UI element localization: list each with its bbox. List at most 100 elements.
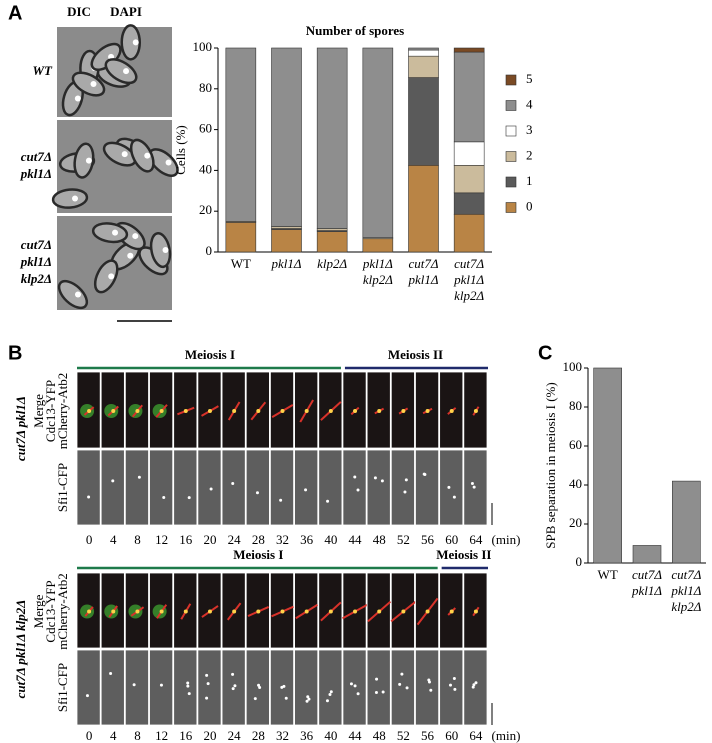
channel-label: Merge (31, 394, 46, 428)
y-tick-label: 0 (576, 554, 583, 569)
timepoint: 56 (421, 728, 435, 743)
cell (149, 232, 172, 269)
channel-label: mCherry-Atb2 (55, 373, 70, 450)
chart-title: Number of spores (306, 23, 404, 38)
cfp-frame (342, 649, 367, 726)
cfp-frame (439, 449, 464, 526)
spb (183, 409, 188, 413)
channel-label: Cdc13-YFP (43, 380, 58, 442)
timepoint: 20 (203, 532, 216, 547)
legend-label: 5 (526, 71, 533, 86)
cell (73, 142, 95, 179)
nucleus (144, 152, 151, 159)
sfi1-dot (109, 672, 113, 676)
panel-label: B (8, 342, 22, 364)
sfi1-dot (422, 472, 426, 476)
timepoint: 0 (86, 532, 93, 547)
spb (328, 409, 333, 413)
nucleus (112, 229, 119, 236)
bar-segment (453, 51, 485, 143)
sfi1-dot (381, 690, 385, 694)
cfp-frame (463, 649, 488, 726)
sfi1-dot (452, 676, 456, 680)
timepoint: 8 (134, 728, 141, 743)
sfi1-dot (474, 681, 478, 685)
nucleus (132, 39, 139, 46)
cell (93, 259, 119, 294)
cell (51, 188, 89, 209)
cfp-frame (221, 449, 246, 526)
x-tick-label: cut7Δ (671, 567, 701, 582)
bar-segment (362, 238, 394, 253)
y-tick-label: 20 (199, 202, 212, 217)
panel-label: A (8, 2, 22, 24)
nucleus (121, 151, 128, 158)
x-tick-label: WT (231, 256, 251, 271)
cfp-frame (149, 449, 174, 526)
timepoint: 60 (445, 532, 458, 547)
timepoint: 0 (86, 728, 93, 743)
spb (377, 609, 382, 614)
cfp-frame (294, 649, 319, 726)
cell (71, 71, 106, 97)
cfp-frame (124, 449, 149, 526)
cell (57, 279, 89, 310)
nucleus (85, 157, 92, 164)
sfi1-dot (253, 697, 257, 701)
timepoint: 8 (134, 532, 141, 547)
x-tick-label: klp2Δ (454, 288, 484, 303)
spb (135, 409, 140, 413)
y-tick-label: 40 (199, 161, 212, 176)
bar-segment (362, 47, 394, 239)
sfi1-dot (356, 488, 360, 492)
bar-segment (316, 228, 348, 231)
nucleus (132, 233, 139, 240)
timepoint: 48 (373, 728, 386, 743)
sfi1-dot (405, 686, 409, 690)
cfp-frame (76, 449, 101, 526)
x-tick-label: cut7Δ (454, 256, 484, 271)
y-tick-label: 60 (199, 121, 212, 136)
y-tick-label: 100 (193, 39, 213, 54)
sfi1-dot (447, 485, 451, 489)
spb (425, 409, 430, 413)
timepoint: 36 (300, 532, 314, 547)
spb (353, 609, 358, 614)
sfi1-dot (374, 690, 378, 694)
y-tick-label: 20 (569, 515, 582, 530)
bar-segment (316, 231, 348, 253)
bar-segment (453, 213, 485, 253)
spb (111, 409, 116, 413)
cfp-frame (149, 649, 174, 726)
cfp-frame (197, 649, 222, 726)
legend-swatch (505, 202, 517, 213)
sfi1-dot (233, 684, 237, 688)
legend-swatch (505, 125, 517, 137)
timepoint: 36 (300, 728, 314, 743)
sfi1-dot (398, 682, 402, 686)
timepoint: 52 (397, 728, 410, 743)
y-axis-label: SPB separation in meiosis I (%) (543, 382, 558, 548)
y-tick-label: 80 (199, 80, 212, 95)
sfi1-dot (307, 697, 311, 701)
spb (449, 409, 454, 413)
timepoint: 64 (469, 728, 483, 743)
x-tick-label: pkl1Δ (362, 256, 393, 271)
x-tick-label: pkl1Δ (270, 256, 301, 271)
cfp-frame (342, 449, 367, 526)
bar-segment (271, 229, 302, 253)
legend-label: 4 (526, 96, 533, 111)
spb (159, 609, 164, 614)
timepoint: 28 (252, 728, 265, 743)
timepoint: 44 (349, 532, 363, 547)
spb (425, 609, 430, 614)
sfi1-dot (453, 687, 457, 691)
row-label: cut7Δ (21, 149, 52, 164)
legend-swatch (505, 74, 517, 86)
sfi1-dot (400, 672, 404, 676)
sfi1-dot (159, 683, 163, 687)
sfi1-dot (404, 478, 408, 482)
cfp-frame (439, 649, 464, 726)
nucleus (162, 247, 169, 254)
